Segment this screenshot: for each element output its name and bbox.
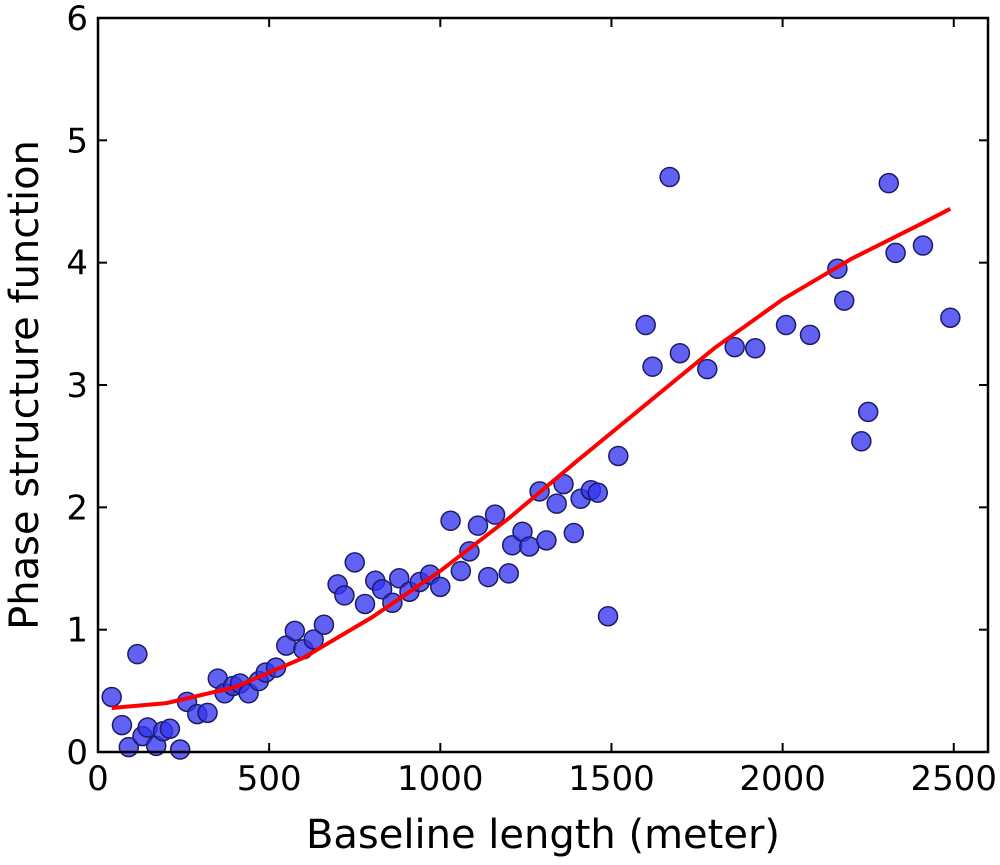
y-tick-label: 4: [66, 244, 88, 284]
fit-curve: [111, 207, 952, 710]
data-point: [477, 566, 499, 588]
data-point: [546, 493, 567, 514]
data-point: [597, 605, 619, 627]
data-point: [878, 172, 899, 194]
data-point: [111, 714, 133, 736]
data-point: [430, 576, 451, 598]
data-point: [635, 314, 656, 336]
data-point: [101, 686, 122, 708]
data-point: [313, 614, 335, 636]
x-tick-label: 500: [237, 759, 302, 799]
data-point: [833, 290, 855, 311]
data-point: [799, 324, 821, 346]
x-tick-label: 1500: [568, 759, 655, 799]
x-tick-label: 2000: [739, 759, 826, 799]
x-tick-label: 1000: [397, 759, 484, 799]
y-tick-label: 0: [66, 733, 88, 773]
y-tick-label: 2: [66, 488, 88, 528]
x-tick-label: 0: [87, 759, 109, 799]
x-axis-title: Baseline length (meter): [306, 812, 780, 858]
data-point: [169, 739, 191, 760]
x-tick-labels: 0 500 1000 1500 2000 2500: [87, 759, 997, 799]
y-tick-label: 1: [66, 611, 88, 651]
data-point: [467, 515, 489, 536]
data-point: [775, 314, 797, 336]
data-point: [127, 643, 148, 665]
data-point: [851, 431, 872, 452]
y-tick-labels: 0 1 2 3 4 5 6: [66, 0, 88, 773]
y-tick-label: 3: [66, 366, 88, 406]
data-point: [344, 552, 365, 573]
data-point: [388, 568, 410, 589]
data-point: [608, 445, 629, 467]
data-point: [371, 579, 393, 600]
plot-area: [101, 166, 961, 760]
data-point: [334, 585, 355, 606]
data-points: [101, 166, 961, 760]
data-point: [724, 336, 745, 358]
plot-frame: [96, 16, 990, 754]
data-point: [659, 166, 680, 188]
data-point: [669, 342, 691, 364]
data-point: [536, 530, 557, 551]
data-point: [354, 593, 376, 615]
data-point: [440, 510, 461, 532]
y-axis-title: Phase structure function: [2, 140, 48, 630]
data-point: [642, 356, 663, 377]
data-point: [450, 560, 472, 582]
data-point: [284, 620, 306, 642]
data-point: [940, 307, 961, 328]
data-point: [484, 504, 506, 525]
data-point: [885, 242, 906, 264]
data-point: [912, 235, 934, 256]
data-point: [159, 718, 181, 740]
data-point: [498, 563, 520, 584]
y-tick-label: 5: [66, 121, 88, 161]
x-tick-label: 2500: [911, 759, 998, 799]
data-point: [857, 401, 879, 423]
data-point: [697, 358, 718, 380]
data-point: [303, 629, 324, 650]
data-point: [197, 702, 218, 724]
data-point: [744, 338, 766, 359]
data-point: [563, 522, 585, 544]
data-point: [519, 536, 540, 557]
data-point: [587, 482, 609, 503]
y-tick-label: 6: [66, 0, 88, 39]
